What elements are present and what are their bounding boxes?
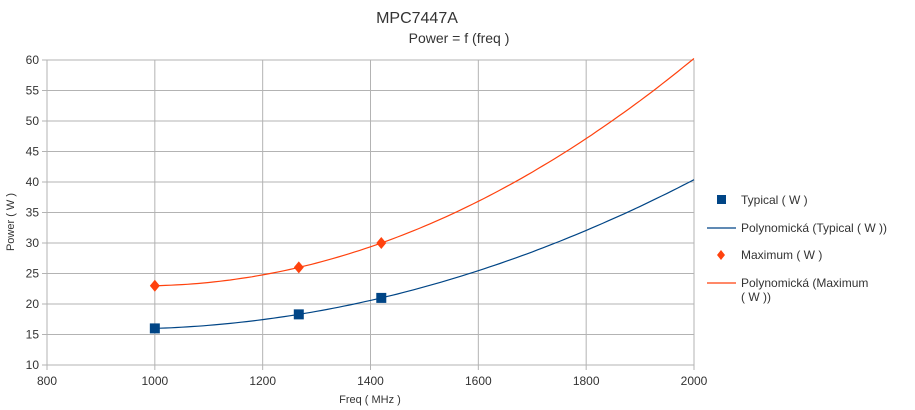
x-tick-label: 1600 [465, 374, 492, 388]
y-tick-label: 30 [26, 236, 40, 250]
data-point-typical [376, 292, 387, 303]
y-tick-label: 45 [26, 145, 40, 159]
y-tick-label: 35 [26, 206, 40, 220]
y-tick-label: 15 [26, 328, 40, 342]
y-tick-label: 50 [26, 114, 40, 128]
legend-marker-square [717, 195, 726, 204]
data-point-maximum [376, 237, 387, 249]
x-tick-label: 1800 [573, 374, 600, 388]
y-tick-label: 40 [26, 175, 40, 189]
x-tick-label: 1200 [249, 374, 276, 388]
x-tick-label: 1400 [357, 374, 384, 388]
legend-marker-diamond [717, 250, 725, 260]
trendline [154, 58, 695, 287]
y-tick-label: 60 [26, 53, 40, 67]
chart-subtitle: Power = f (freq ) [409, 30, 510, 46]
y-tick-label: 25 [26, 267, 40, 281]
data-point-typical [293, 309, 304, 320]
legend-label: Polynomická (Typical ( W )) [741, 221, 887, 235]
legend-label: Typical ( W ) [741, 193, 808, 207]
x-tick-label: 800 [37, 374, 57, 388]
data-point-maximum [149, 279, 160, 292]
x-tick-label: 2000 [681, 374, 708, 388]
y-axis-label: Power ( W ) [5, 193, 17, 251]
y-tick-label: 20 [26, 297, 40, 311]
data-point-maximum [293, 261, 304, 274]
y-tick-label: 10 [26, 358, 40, 372]
legend-label: Maximum ( W ) [741, 248, 822, 262]
x-axis-label: Freq ( MHz ) [339, 394, 401, 406]
x-tick-label: 1000 [141, 374, 168, 388]
trendline [154, 179, 695, 329]
legend-label: Polynomická (Maximum( W )) [741, 276, 868, 304]
data-point-typical [149, 323, 160, 334]
y-tick-label: 55 [26, 84, 40, 98]
chart-title: MPC7447A [376, 10, 458, 27]
